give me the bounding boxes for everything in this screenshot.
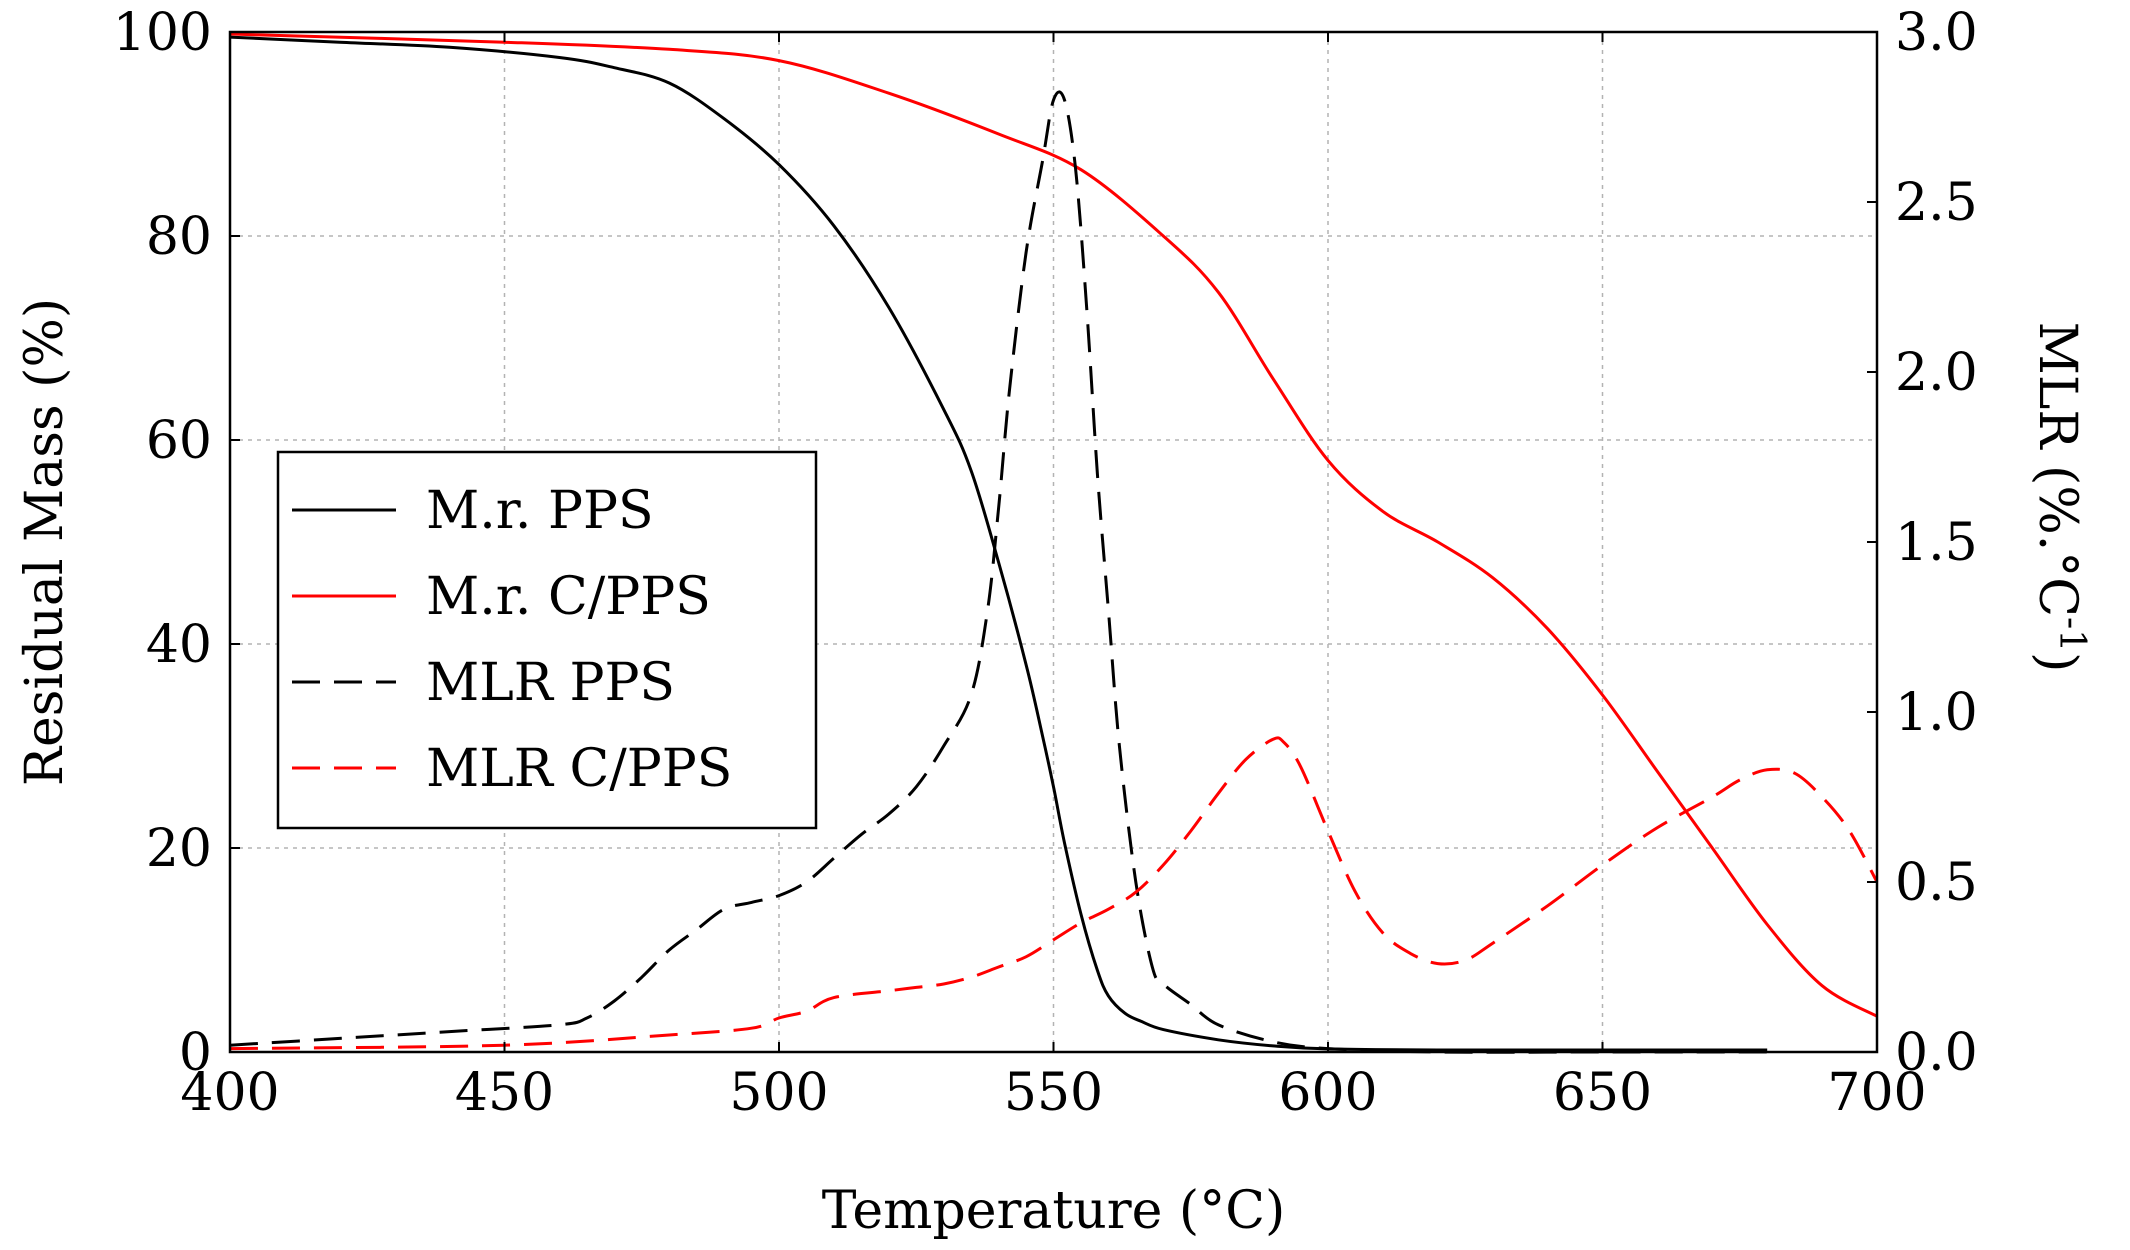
x-tick-label: 500: [729, 1063, 828, 1123]
x-tick-label: 600: [1278, 1063, 1377, 1123]
y2-tick-label: 0.0: [1895, 1023, 1978, 1083]
y-tick-label: 0: [179, 1023, 212, 1083]
y2-tick-label: 0.5: [1895, 853, 1978, 913]
x-tick-label: 650: [1553, 1063, 1652, 1123]
x-tick-label: 450: [455, 1063, 554, 1123]
y-tick-label: 40: [146, 615, 212, 675]
y2-tick-label: 3.0: [1895, 3, 1978, 63]
y2-axis-label-close: ): [2027, 652, 2087, 672]
legend-label-1: M.r. PPS: [426, 481, 654, 541]
x-tick-label: 550: [1004, 1063, 1103, 1123]
y2-tick-label: 2.0: [1895, 343, 1978, 403]
grid: [230, 32, 1877, 1052]
x-tick-label: 700: [1827, 1063, 1926, 1123]
x-axis-label: Temperature (°C): [822, 1181, 1286, 1241]
y2-axis-label-main: MLR (%.°C: [2027, 322, 2087, 617]
x-tick-label: 400: [180, 1063, 279, 1123]
legend-label-4: MLR C/PPS: [426, 739, 732, 799]
y2-axis-label: MLR (%.°C-1): [2027, 322, 2093, 673]
y2-axis-label-sup: -1: [2052, 617, 2093, 652]
y-tick-label: 20: [146, 819, 212, 879]
axis-ticks: 400 450 500 550 600 650 700 0 20 40 60 80 100 0.0 0.5 1…: [113, 3, 1978, 1123]
series-line-2: [229, 32, 1878, 1018]
legend-label-2: M.r. C/PPS: [426, 567, 711, 627]
series-line-4: [229, 736, 1879, 1051]
series-line-1: [229, 35, 1768, 1052]
y-axis-label: Residual Mass (%): [15, 298, 75, 786]
y-tick-label: 80: [146, 207, 212, 267]
y2-tick-label: 2.5: [1895, 173, 1978, 233]
legend-box: [276, 450, 818, 830]
y-tick-label: 60: [146, 411, 212, 471]
legend-label-3: MLR PPS: [426, 653, 675, 713]
legend: M.r. PPS M.r. C/PPS MLR PPS MLR C/PPS: [276, 450, 818, 830]
series-line-3: [229, 90, 1768, 1054]
y2-tick-label: 1.0: [1895, 683, 1978, 743]
y2-tick-label: 1.5: [1895, 513, 1978, 573]
series-lines: [229, 32, 1879, 1054]
y-tick-label: 100: [113, 3, 212, 63]
